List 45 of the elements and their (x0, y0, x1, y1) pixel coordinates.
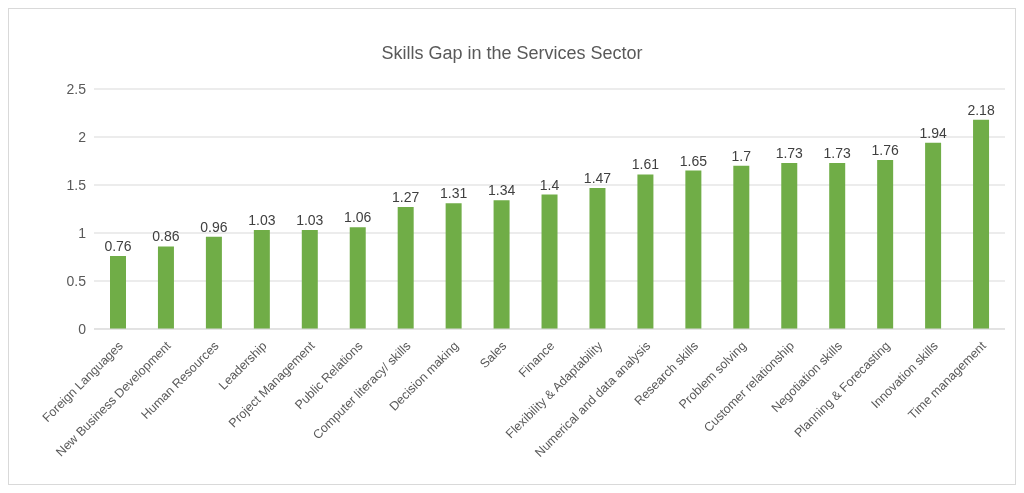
y-tick-label: 1.5 (66, 176, 87, 193)
bar (877, 160, 894, 329)
data-label: 1.27 (392, 189, 420, 206)
data-label: 1.61 (631, 156, 660, 173)
bar (973, 119, 990, 329)
bar (925, 142, 942, 329)
data-label: 0.86 (152, 228, 180, 245)
data-label: 1.4 (539, 176, 560, 193)
bar (397, 207, 414, 329)
data-label: 1.65 (679, 152, 708, 169)
data-label: 2.18 (967, 101, 995, 118)
data-label: 1.73 (775, 144, 804, 161)
bar (637, 174, 654, 329)
data-label: 1.03 (248, 212, 276, 229)
data-label: 1.73 (823, 144, 852, 161)
bar (685, 170, 702, 329)
bar (205, 236, 222, 329)
data-label: 1.76 (871, 142, 899, 159)
data-label: 0.76 (104, 238, 132, 255)
y-tick-label: 0.5 (66, 272, 87, 289)
bar (110, 256, 126, 329)
bar (301, 230, 318, 329)
data-label: 1.06 (344, 209, 372, 226)
data-label: 1.7 (731, 147, 752, 164)
data-label: 1.31 (440, 185, 468, 202)
y-tick-label: 0 (78, 320, 87, 337)
data-label: 1.34 (487, 182, 516, 199)
data-label: 0.96 (200, 218, 228, 235)
data-label: 1.03 (296, 212, 324, 229)
bar (349, 227, 366, 329)
bar (733, 165, 750, 329)
bar (541, 194, 558, 329)
y-tick-label: 2.5 (66, 80, 87, 97)
bar (253, 230, 270, 329)
bar (589, 187, 606, 329)
bar (157, 246, 174, 329)
bar (781, 162, 798, 329)
data-label: 1.47 (583, 169, 612, 186)
y-tick-label: 2 (78, 128, 87, 145)
bar (829, 162, 846, 329)
bar (445, 203, 462, 329)
bar (493, 200, 510, 329)
data-label: 1.94 (919, 124, 947, 141)
chart-title: Skills Gap in the Services Sector (380, 43, 644, 64)
y-tick-label: 1 (78, 224, 87, 241)
